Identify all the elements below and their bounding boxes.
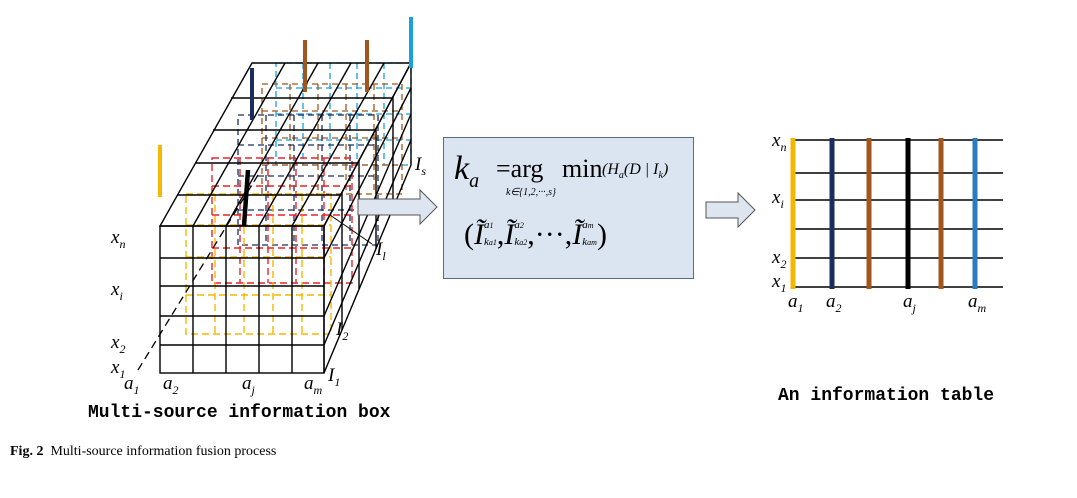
box-layer-label-is: Is bbox=[415, 154, 426, 178]
table-row-label-xn: xn bbox=[772, 130, 787, 154]
box-row-label-xn: xn bbox=[111, 227, 126, 251]
formula-constraint: k∈{1,2,···,s} bbox=[506, 187, 557, 198]
formula-eq: =arg bbox=[496, 154, 544, 183]
figure-caption-text: Multi-source information fusion process bbox=[50, 444, 277, 459]
figure-caption: Fig. 2 Multi-source information fusion p… bbox=[10, 444, 276, 460]
figure-number: Fig. 2 bbox=[10, 444, 44, 459]
layer-brown bbox=[261, 83, 403, 195]
box-row-label-x2: x2 bbox=[111, 332, 126, 356]
layer-is-cyan bbox=[275, 62, 412, 166]
formula-entropy: (Ha(D | Ik) bbox=[602, 161, 669, 181]
box-col-label-am: am bbox=[304, 373, 323, 397]
layer-navy bbox=[237, 114, 379, 246]
box-row-label-x1: x1 bbox=[111, 357, 126, 381]
formula-min: min bbox=[562, 154, 603, 183]
table-col-label-aj: aj bbox=[903, 291, 916, 315]
box-col-label-a2: a2 bbox=[163, 373, 179, 397]
box-layer-label-il: Il bbox=[376, 239, 386, 263]
box-col-label-a1: a1 bbox=[124, 373, 140, 397]
box-col-label-aj: aj bbox=[242, 373, 255, 397]
box-layer-label-i1: I1 bbox=[328, 365, 341, 389]
arrow-box-to-formula bbox=[357, 188, 438, 226]
formula-k: ka bbox=[454, 150, 480, 192]
formula-box: ka =arg min (Ha(D | Ik) k∈{1,2,···,s} (Ĩ… bbox=[443, 137, 694, 279]
arrow-formula-to-table bbox=[705, 191, 756, 229]
box-layer-label-i2: I2 bbox=[336, 319, 349, 343]
table-row-label-x2: x2 bbox=[772, 247, 787, 271]
table-col-label-a1: a1 bbox=[788, 291, 804, 315]
table-col-label-a2: a2 bbox=[826, 291, 842, 315]
box-frame bbox=[158, 62, 413, 374]
table-row-label-x1: x1 bbox=[772, 271, 787, 295]
info-table-grid bbox=[793, 139, 1003, 288]
table-row-label-xi: xi bbox=[772, 187, 784, 211]
box-row-label-xi: xi bbox=[111, 279, 123, 303]
table-col-label-am: am bbox=[968, 291, 987, 315]
bar-black-box bbox=[241, 169, 251, 227]
box-title: Multi-source information box bbox=[88, 403, 391, 423]
formula-tuple: (Ĩ a1 ka1 ,Ĩ a2 ka2 ,···,Ĩ am kam) bbox=[464, 218, 607, 251]
table-title: An information table bbox=[778, 386, 995, 406]
leader-il bbox=[329, 214, 373, 245]
